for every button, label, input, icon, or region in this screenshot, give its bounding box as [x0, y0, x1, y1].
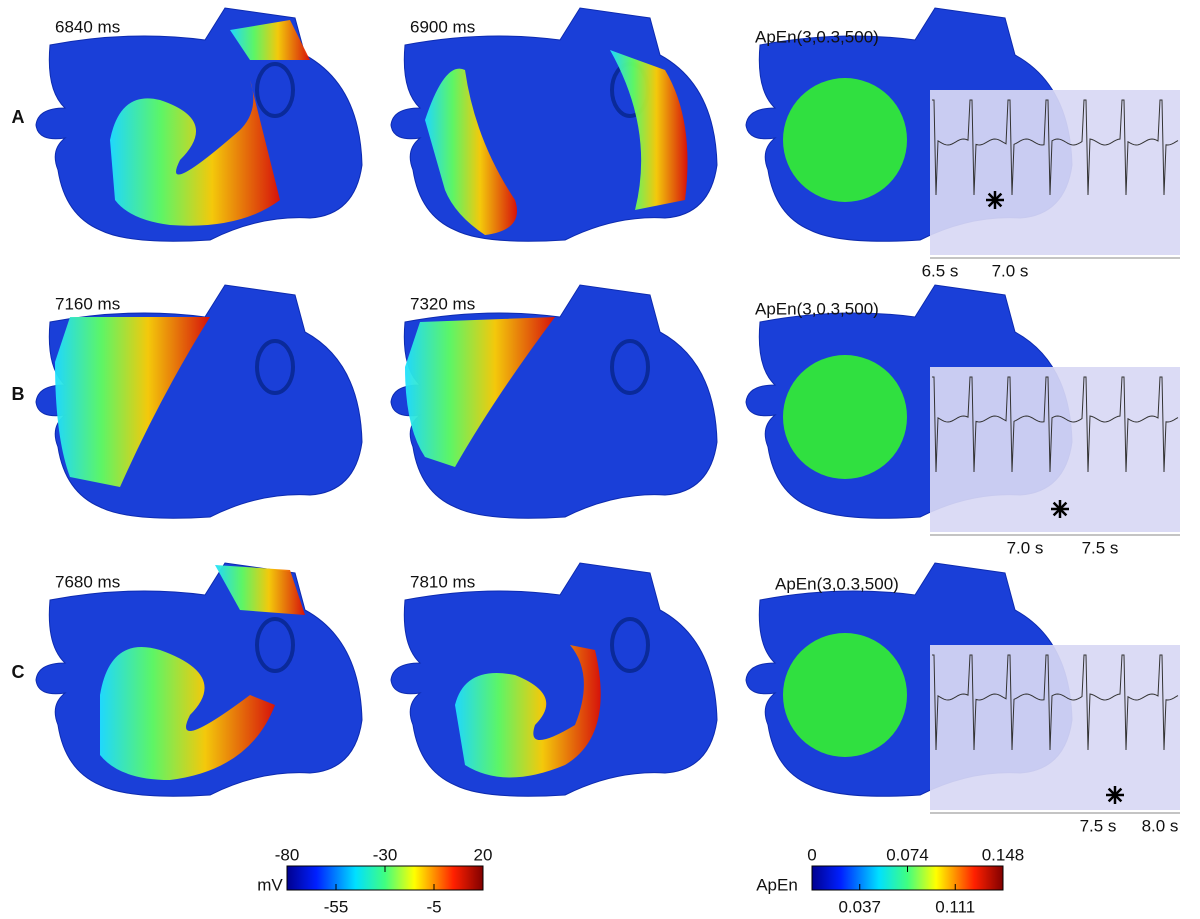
- time-label: 6900 ms: [410, 17, 475, 36]
- vessel: [255, 339, 295, 395]
- colorbar-tick-label: -30: [373, 845, 398, 864]
- heart-panel: [35, 7, 363, 242]
- ecg-tick-label: 8.0 s: [1142, 816, 1179, 835]
- colorbar-label: mV: [257, 875, 283, 894]
- apen-map: [783, 633, 907, 757]
- colorbar-tick-label: 0.037: [838, 897, 881, 916]
- apen-map: [783, 78, 907, 202]
- time-label: 7810 ms: [410, 572, 475, 591]
- vessel: [610, 617, 650, 673]
- activation-wave: [610, 50, 688, 210]
- ecg-trace: [932, 99, 1179, 196]
- apen-panel: [745, 7, 1180, 259]
- activation-wave: [110, 80, 280, 226]
- heart-panel: [390, 284, 718, 519]
- time-label: 7160 ms: [55, 294, 120, 313]
- row-label: C: [12, 662, 25, 682]
- ecg-tick-label: 7.5 s: [1080, 816, 1117, 835]
- vessel: [255, 617, 295, 673]
- marker-star: [1107, 787, 1123, 803]
- row-label: B: [12, 384, 25, 404]
- apen-map: [783, 355, 907, 479]
- activation-wave: [425, 68, 517, 235]
- ecg-trace: [932, 654, 1179, 751]
- activation-wave: [230, 20, 310, 60]
- apen-panel: [745, 284, 1180, 536]
- row-label: A: [12, 107, 25, 127]
- ecg-box: [930, 90, 1180, 255]
- heart-panel: [390, 7, 718, 242]
- heart-panel: [35, 284, 363, 519]
- colorbar-tick-label: -5: [426, 897, 441, 916]
- activation-wave: [455, 645, 601, 778]
- colorbar-tick-label: -55: [324, 897, 349, 916]
- colorbar-tick-label: 0.111: [935, 897, 975, 916]
- time-label: 7320 ms: [410, 294, 475, 313]
- vessel: [255, 62, 295, 118]
- activation-wave: [215, 565, 305, 615]
- colorbar-tick-label: 0: [807, 845, 816, 864]
- heart-panel: [35, 562, 363, 797]
- apen-label: ApEn(3,0.3,500): [755, 27, 879, 46]
- activation-wave: [55, 317, 210, 487]
- apen-label: ApEn(3,0.3,500): [775, 574, 899, 593]
- ecg-tick-label: 6.5 s: [922, 261, 959, 280]
- ecg-tick-label: 7.0 s: [1007, 538, 1044, 557]
- colorbar-label: ApEn: [756, 875, 798, 894]
- marker-star: [1052, 501, 1068, 517]
- activation-wave: [100, 647, 275, 780]
- vessel: [610, 339, 650, 395]
- colorbar-tick-label: -80: [275, 845, 300, 864]
- colorbar-tick-label: 0.074: [886, 845, 929, 864]
- colorbar-tick-label: 20: [474, 845, 493, 864]
- apen-panel: [745, 562, 1180, 814]
- ecg-trace: [932, 376, 1179, 473]
- marker-star: [987, 192, 1003, 208]
- time-label: 7680 ms: [55, 572, 120, 591]
- ecg-box: [930, 645, 1180, 810]
- colorbar-tick-label: 0.148: [982, 845, 1025, 864]
- ecg-tick-label: 7.0 s: [992, 261, 1029, 280]
- apen-label: ApEn(3,0.3,500): [755, 299, 879, 318]
- time-label: 6840 ms: [55, 17, 120, 36]
- heart-panel: [390, 562, 718, 797]
- ecg-tick-label: 7.5 s: [1082, 538, 1119, 557]
- ecg-box: [930, 367, 1180, 532]
- activation-wave: [405, 317, 555, 467]
